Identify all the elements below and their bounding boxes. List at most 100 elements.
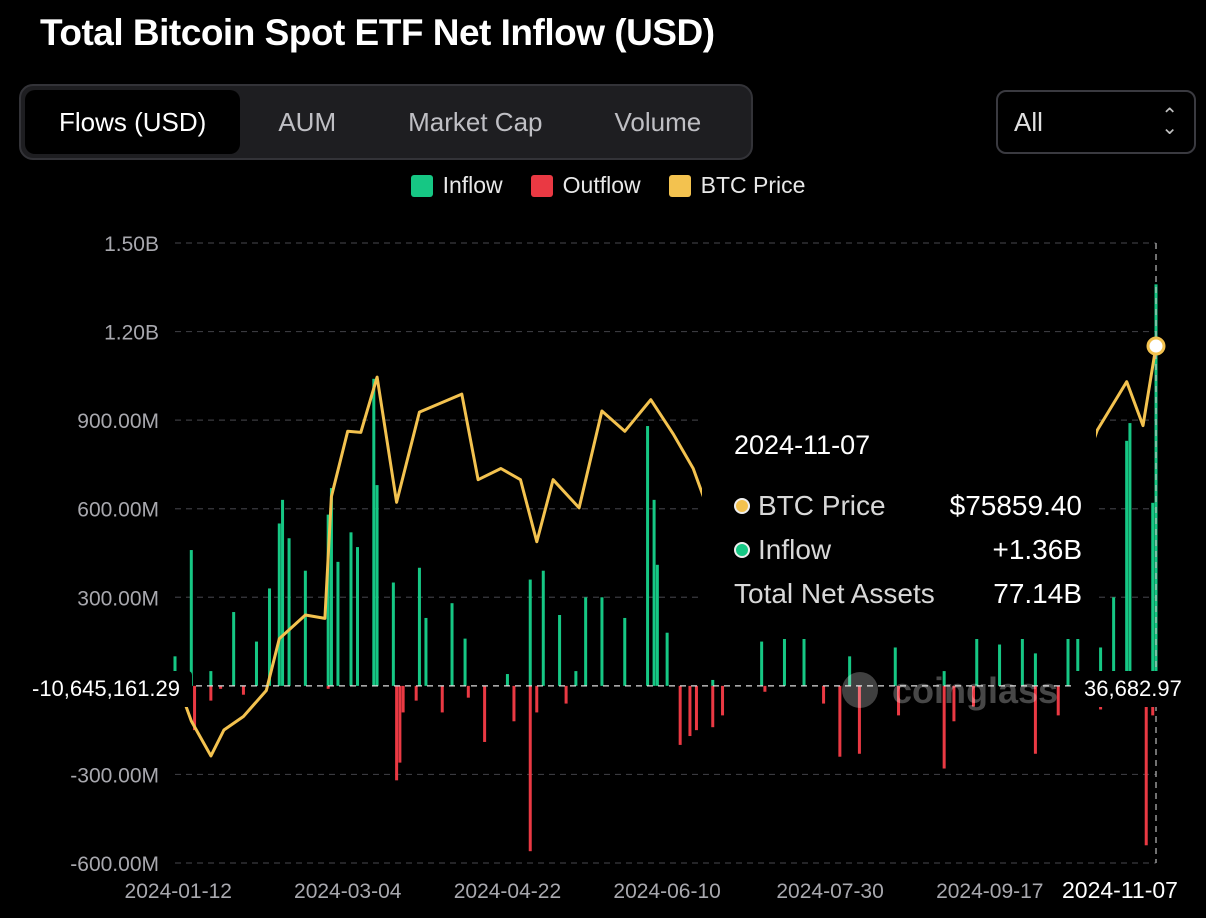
inflow-bar [417, 567, 421, 686]
legend-item-btc-price[interactable]: BTC Price [668, 172, 806, 199]
outflow-bar [711, 685, 715, 728]
outflow-bar [897, 685, 901, 716]
inflow-bar [600, 597, 604, 686]
outflow-bar [219, 685, 223, 689]
inflow-bar [287, 538, 291, 686]
inflow-bar [760, 641, 764, 686]
outflow-bar [971, 685, 975, 707]
outflow-bar [512, 685, 516, 722]
outflow-bar [694, 685, 698, 731]
tooltip-value: 77.14B [993, 578, 1082, 609]
inflow-bar [505, 674, 509, 686]
range-select[interactable]: All ⌃ ⌄ [996, 90, 1196, 154]
inflow-bar [329, 488, 333, 686]
outflow-bar [1144, 685, 1148, 846]
x-tick-label: 2024-04-22 [454, 880, 561, 903]
inflow-bar [254, 641, 258, 686]
inflow-bar [1151, 502, 1155, 686]
y-tick-label: 900.00M [77, 410, 159, 433]
y-tick-label: 1.20B [104, 322, 159, 345]
legend-swatch-inflow [410, 174, 433, 197]
btc-price-dot-icon [734, 498, 750, 514]
tooltip-label: Total Net Assets [734, 578, 935, 609]
inflow-bar [450, 603, 454, 686]
y-tick-label: 1.50B [104, 233, 159, 256]
range-select-value: All [1014, 106, 1043, 137]
y-tick-label: -300.00M [70, 764, 159, 787]
tab-volume[interactable]: Volume [614, 106, 702, 137]
watermark-text: coinglass [892, 670, 1058, 711]
tooltip-row-btc-price: BTC Price $75859.40 [734, 490, 1082, 522]
tab-aum[interactable]: AUM [278, 106, 337, 137]
outflow-bar [209, 685, 213, 701]
inflow-bar [281, 499, 285, 686]
legend-label: Outflow [562, 172, 641, 198]
inflow-dot-icon [734, 542, 750, 558]
inflow-bar [1066, 617, 1070, 686]
outflow-bar [528, 685, 532, 852]
outflow-bar [822, 685, 826, 704]
inflow-bar [665, 632, 669, 686]
tooltip-label: BTC Price [758, 490, 886, 521]
tab-flows[interactable]: Flows (USD) [25, 90, 241, 154]
outflow-bar [193, 685, 197, 731]
inflow-bar [268, 588, 272, 686]
x-tick-label: 2024-06-10 [613, 880, 720, 903]
chart-legend: Inflow Outflow BTC Price [0, 172, 1206, 199]
chart-tooltip: 2024-11-07 BTC Price $75859.40 Inflow +1… [702, 394, 1096, 639]
x-tick-label: 2024-07-30 [776, 880, 883, 903]
tooltip-value: +1.36B [992, 534, 1082, 565]
y-tick-label: 600.00M [77, 499, 159, 522]
inflow-bar [528, 579, 532, 686]
tab-market-cap[interactable]: Market Cap [408, 106, 543, 137]
tooltip-date: 2024-11-07 [734, 430, 871, 460]
inflow-bar [1020, 635, 1024, 686]
inflow-bar [623, 617, 627, 686]
coinglass-logo-icon [842, 672, 878, 708]
outflow-bar [838, 685, 842, 757]
crosshair-y-label-left: -10,645,161.29 [20, 671, 193, 707]
legend-swatch-outflow [530, 174, 553, 197]
outflow-bar [564, 685, 568, 704]
outflow-bar [326, 685, 330, 689]
inflow-bar [1128, 423, 1132, 686]
outflow-bar [414, 685, 418, 701]
tooltip-label: Inflow [758, 534, 832, 565]
inflow-bar [998, 644, 1002, 686]
inflow-bar [1033, 653, 1037, 686]
page-title: Total Bitcoin Spot ETF Net Inflow (USD) [40, 12, 715, 53]
inflow-bar [303, 570, 307, 686]
inflow-bar [848, 656, 852, 686]
inflow-bar [356, 547, 360, 686]
x-tick-label: 2024-01-12 [125, 880, 232, 903]
outflow-bar [678, 685, 682, 745]
inflow-bar [574, 671, 578, 686]
outflow-bar [241, 685, 245, 695]
inflow-bar [541, 570, 545, 686]
y-tick-label: -600.00M [70, 853, 159, 876]
outflow-bar [721, 685, 725, 716]
inflow-bar [1125, 440, 1129, 686]
inflow-bar [802, 632, 806, 686]
inflow-bar [942, 671, 946, 686]
legend-item-outflow[interactable]: Outflow [530, 172, 641, 199]
tooltip-row-total-net-assets: Total Net Assets 77.14B [734, 578, 1082, 610]
outflow-bar [952, 685, 956, 722]
x-tick-label: 2024-03-04 [294, 880, 402, 903]
outflow-bar [1056, 685, 1060, 716]
inflow-bar [1112, 597, 1116, 686]
legend-item-inflow[interactable]: Inflow [410, 172, 503, 199]
legend-label: BTC Price [700, 172, 806, 198]
inflow-bar [558, 615, 562, 686]
outflow-bar [857, 685, 861, 754]
inflow-bar [375, 485, 379, 686]
outflow-bar [942, 685, 946, 769]
inflow-bar [189, 550, 193, 686]
outflow-bar [535, 685, 539, 713]
inflow-bar [336, 561, 340, 686]
inflow-bar [424, 617, 428, 686]
price-highlight-point [1146, 336, 1166, 356]
inflow-bar [277, 523, 281, 686]
inflow-bar [232, 612, 236, 686]
inflow-bar [326, 514, 330, 686]
